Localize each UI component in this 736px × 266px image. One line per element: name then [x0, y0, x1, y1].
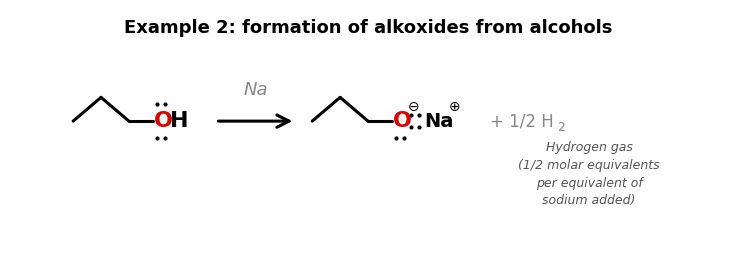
Text: Hydrogen gas: Hydrogen gas: [545, 141, 633, 154]
Text: H: H: [170, 111, 188, 131]
Text: Na: Na: [243, 81, 268, 99]
Text: ⊕: ⊕: [449, 100, 460, 114]
Text: O: O: [393, 111, 412, 131]
Text: ⊖: ⊖: [408, 100, 420, 114]
Text: Na: Na: [424, 112, 453, 131]
Text: 2: 2: [557, 120, 565, 134]
Text: O: O: [154, 111, 173, 131]
Text: sodium added): sodium added): [542, 194, 636, 207]
Text: Example 2: formation of alkoxides from alcohols: Example 2: formation of alkoxides from a…: [124, 19, 612, 37]
Text: (1/2 molar equivalents: (1/2 molar equivalents: [518, 159, 660, 172]
Text: per equivalent of: per equivalent of: [536, 177, 643, 190]
Text: + 1/2 H: + 1/2 H: [489, 112, 553, 130]
